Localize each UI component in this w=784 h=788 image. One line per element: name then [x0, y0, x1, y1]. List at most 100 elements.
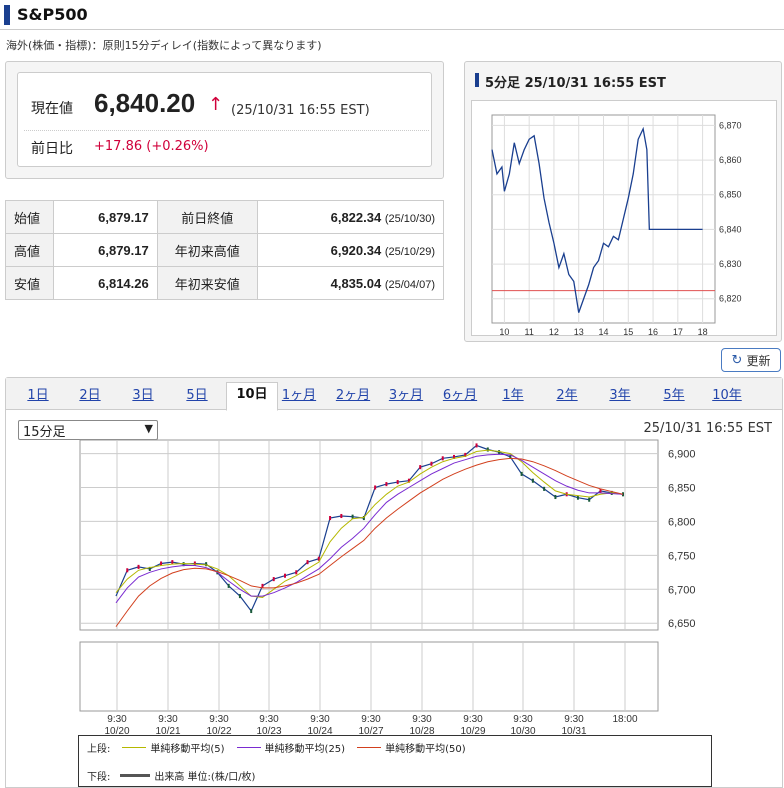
- legend-ma5: 単純移動平均(5): [150, 744, 225, 755]
- quote-panel: 現在値 6,840.20 ↑ (25/10/31 16:55 EST) 前日比 …: [5, 61, 444, 179]
- low-value: 6,814.26: [53, 266, 158, 300]
- stats-table: 始値 6,879.17 前日終値 6,822.34 (25/10/30) 高値 …: [5, 200, 445, 300]
- tab-14[interactable]: 10年: [712, 388, 742, 403]
- legend-lower-label: 下段:: [87, 772, 111, 783]
- main-x-tick: 9:30 10/30: [510, 714, 535, 737]
- ma25-line: [115, 453, 624, 604]
- quote-timestamp: (25/10/31 16:55 EST): [231, 103, 370, 118]
- prev-close-label: 前日終値: [156, 200, 258, 234]
- chart-legend: 上段: 単純移動平均(5) 単純移動平均(25) 単純移動平均(50) 下段: …: [78, 735, 712, 787]
- ytd-low-label: 年初来安値: [156, 266, 258, 300]
- main-x-tick: 9:30 10/23: [256, 714, 281, 737]
- legend-ma50-swatch: [357, 747, 382, 748]
- interval-select-value: 15分足: [23, 425, 66, 440]
- mini-x-tick: 10: [499, 327, 509, 335]
- interval-select[interactable]: 15分足 ▼: [18, 420, 158, 440]
- legend-ma5-swatch: [122, 747, 147, 748]
- legend-volume: 出来高 単位:(株/口/枚): [154, 772, 256, 783]
- mini-x-tick: 12: [549, 327, 559, 335]
- mini-x-tick: 17: [673, 327, 683, 335]
- mini-y-tick: 6,860: [719, 155, 742, 165]
- main-x-tick: 9:30 10/28: [409, 714, 434, 737]
- tab-1[interactable]: 1日: [27, 388, 49, 403]
- main-x-tick: 9:30 10/27: [358, 714, 383, 737]
- ytd-high-date: (25/10/29): [384, 245, 435, 258]
- tab-6[interactable]: 1ヶ月: [281, 388, 317, 403]
- main-chart-timestamp: 25/10/31 16:55 EST: [643, 421, 772, 436]
- ma5-line: [115, 449, 624, 598]
- high-label: 高値: [5, 233, 54, 267]
- ytd-high-label: 年初来高値: [156, 233, 258, 267]
- current-price-label: 現在値: [31, 101, 73, 117]
- tab-5[interactable]: 10日: [226, 382, 278, 411]
- legend-ma25-swatch: [236, 747, 261, 748]
- current-price: 6,840.20: [94, 88, 196, 118]
- ytd-high-value: 6,920.34: [330, 242, 382, 258]
- quote-card: 現在値 6,840.20 ↑ (25/10/31 16:55 EST) 前日比 …: [17, 72, 432, 167]
- main-y-tick: 6,900: [668, 449, 696, 461]
- main-x-tick: 9:30 10/31: [561, 714, 586, 737]
- tab-10[interactable]: 1年: [502, 388, 524, 403]
- main-y-tick: 6,750: [668, 550, 696, 562]
- main-x-tick: 18:00: [612, 714, 637, 725]
- page-title: S&P500: [17, 5, 88, 24]
- main-y-tick: 6,700: [668, 584, 696, 596]
- prev-close-cell: 6,822.34 (25/10/30): [256, 200, 445, 234]
- up-arrow-icon: ↑: [208, 94, 224, 115]
- legend-ma25: 単純移動平均(25): [264, 744, 346, 755]
- mini-title-accent: [475, 73, 479, 87]
- mini-x-tick: 13: [574, 327, 584, 335]
- main-x-tick: 9:30 10/20: [104, 714, 129, 737]
- main-y-tick: 6,800: [668, 516, 696, 528]
- main-y-tick: 6,850: [668, 483, 696, 495]
- change-label: 前日比: [31, 141, 73, 157]
- title-accent-bar: [4, 5, 10, 25]
- change-value: +17.86 (+0.26%): [94, 139, 209, 154]
- mini-y-tick: 6,850: [719, 190, 742, 200]
- legend-upper-label: 上段:: [87, 744, 111, 755]
- mini-y-tick: 6,870: [719, 120, 742, 130]
- mini-x-tick: 11: [524, 327, 533, 335]
- mini-x-tick: 15: [623, 327, 633, 335]
- tab-12[interactable]: 3年: [609, 388, 631, 403]
- open-value: 6,879.17: [53, 200, 158, 234]
- table-row: 高値 6,879.17 年初来高値 6,920.34 (25/10/29): [5, 233, 445, 267]
- tab-4[interactable]: 5日: [186, 388, 208, 403]
- mini-y-tick: 6,820: [719, 294, 742, 304]
- chevron-down-icon: ▼: [144, 422, 153, 435]
- tab-3[interactable]: 3日: [132, 388, 154, 403]
- main-x-tick: 9:30 10/21: [155, 714, 180, 737]
- main-x-tick: 9:30 10/29: [460, 714, 485, 737]
- ytd-low-cell: 4,835.04 (25/04/07): [256, 266, 445, 300]
- mini-chart-svg: 10 11 12 13 14 15 16 17 18 6,870 6,860 6,850 6,840 6,…: [491, 114, 765, 354]
- mini-chart-panel: 5分足 25/10/31 16:55 EST 10 11 12 13 14 15 16 17 1…: [464, 61, 782, 354]
- tab-9[interactable]: 6ヶ月: [442, 388, 478, 403]
- mini-y-tick: 6,840: [719, 224, 742, 234]
- mini-x-tick: 18: [698, 327, 708, 335]
- volume-plot-area: [79, 641, 659, 712]
- ma50-line: [115, 457, 624, 627]
- mini-chart-title: 5分足 25/10/31 16:55 EST: [485, 76, 666, 91]
- prev-close-date: (25/10/30): [384, 212, 435, 225]
- page-header: S&P500: [0, 0, 784, 30]
- ytd-low-date: (25/04/07): [384, 278, 435, 291]
- tab-8[interactable]: 3ヶ月: [388, 388, 424, 403]
- tab-11[interactable]: 2年: [556, 388, 578, 403]
- tab-13[interactable]: 5年: [663, 388, 685, 403]
- refresh-button[interactable]: ↻ 更新: [721, 348, 781, 372]
- refresh-label: 更新: [746, 353, 771, 368]
- mini-x-tick: 16: [648, 327, 658, 335]
- low-label: 安値: [5, 266, 54, 300]
- table-row: 安値 6,814.26 年初来安値 4,835.04 (25/04/07): [5, 266, 445, 300]
- period-tabs: 1日 2日 3日 5日 10日 1ヶ月 2ヶ月 3ヶ月 6ヶ月 1年 2年 3年 5年 10年: [6, 378, 782, 411]
- main-chart-svg: 9:30 10/20 9:30 10/21 9:30 10/22 9:30 10/23 9:30…: [79, 439, 696, 737]
- ytd-low-value: 4,835.04: [330, 275, 382, 291]
- mini-price-line: [491, 126, 703, 313]
- ytd-high-cell: 6,920.34 (25/10/29): [256, 233, 445, 267]
- main-chart-panel: 1日 2日 3日 5日 10日 1ヶ月 2ヶ月 3ヶ月 6ヶ月 1年 2年 3年 5年 10年 15分足 …: [5, 377, 783, 788]
- refresh-icon: ↻: [731, 352, 743, 368]
- delay-notice: 海外(株価・指標)：原則15分ディレイ(指数によって異なります): [6, 39, 322, 52]
- tab-2[interactable]: 2日: [79, 388, 101, 403]
- tab-7[interactable]: 2ヶ月: [335, 388, 371, 403]
- prev-close-value: 6,822.34: [330, 209, 382, 225]
